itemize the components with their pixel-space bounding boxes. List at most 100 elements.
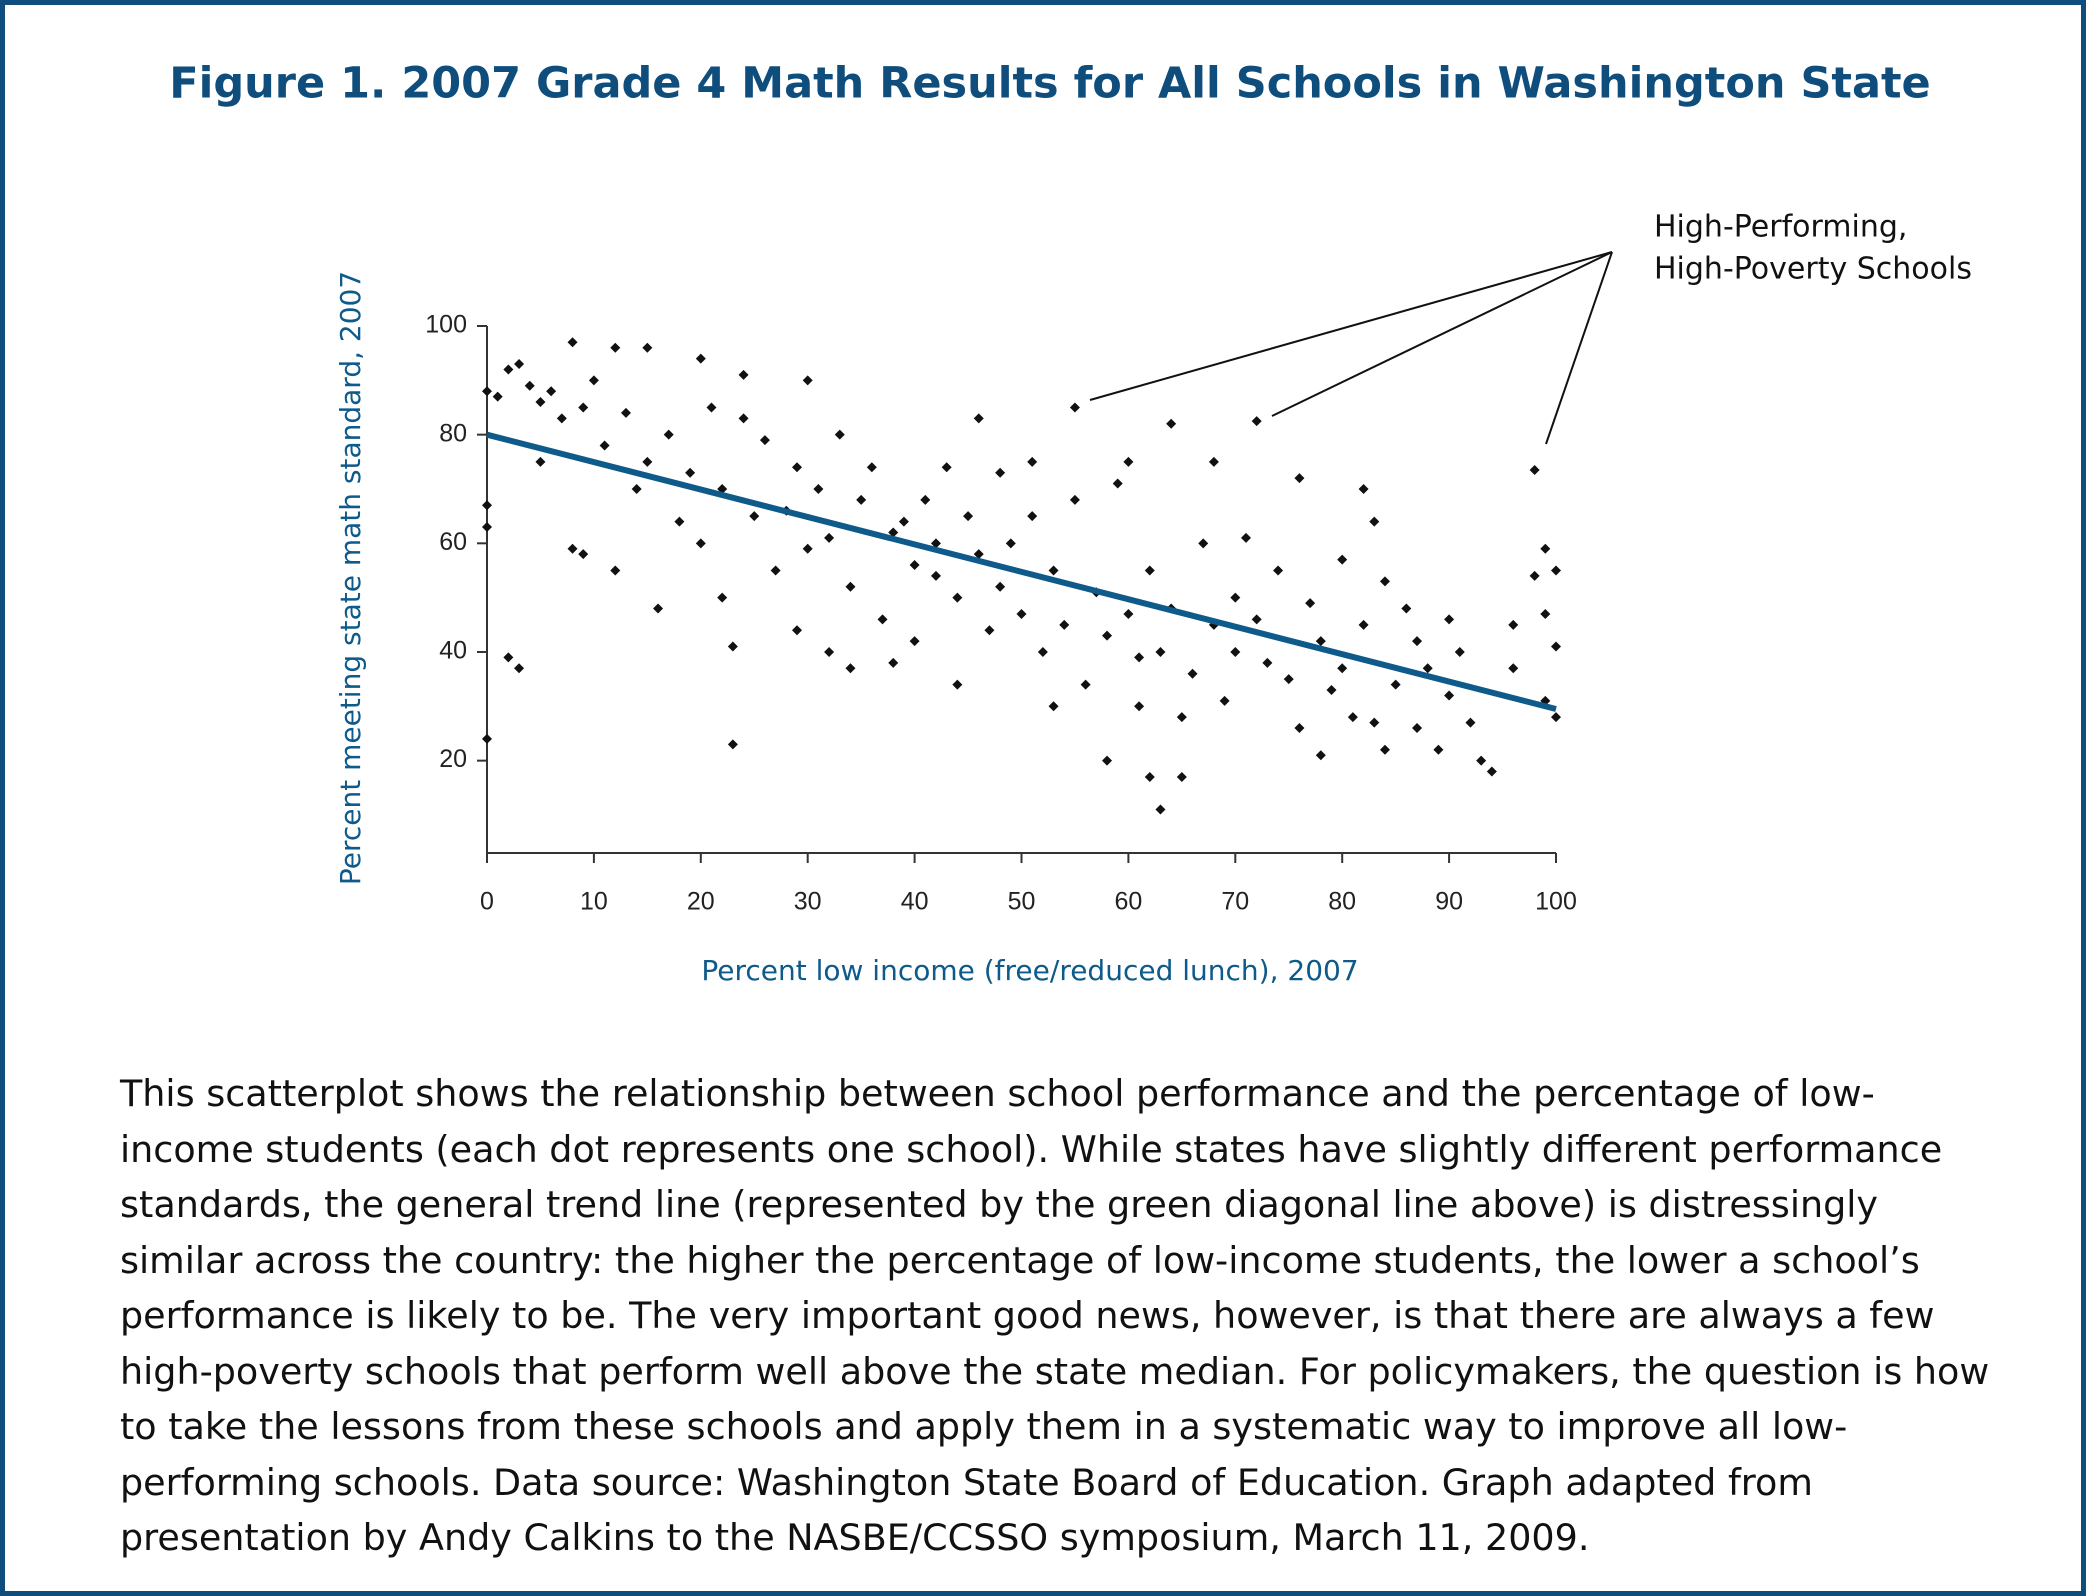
x-tick-label: 70: [1221, 888, 1249, 916]
data-point: [909, 636, 920, 647]
pointer-line: [1545, 251, 1613, 445]
data-point: [952, 592, 963, 603]
data-point: [567, 543, 578, 554]
data-point: [663, 429, 674, 440]
data-point: [503, 364, 514, 375]
data-point: [631, 483, 642, 494]
data-point: [1155, 646, 1166, 657]
data-point: [941, 462, 952, 473]
data-point: [1187, 668, 1198, 679]
data-point: [1027, 456, 1038, 467]
data-point: [1358, 483, 1369, 494]
data-point: [588, 375, 599, 386]
data-point: [1444, 614, 1455, 625]
data-point: [1390, 679, 1401, 690]
data-point: [759, 435, 770, 446]
data-point: [514, 663, 525, 674]
y-tick-label: 80: [439, 419, 467, 447]
chart: Figure 1. 2007 Grade 4 Math Results for …: [169, 59, 1972, 988]
y-axis-label: Percent meeting state math standard, 200…: [334, 271, 367, 885]
data-point: [824, 646, 835, 657]
data-point: [856, 494, 867, 505]
data-point: [1005, 538, 1016, 549]
data-point: [1315, 636, 1326, 647]
data-point: [1155, 804, 1166, 815]
data-point: [1326, 685, 1337, 696]
data-point: [834, 429, 845, 440]
data-point: [1465, 717, 1476, 728]
data-point: [930, 570, 941, 581]
data-point: [824, 532, 835, 543]
data-point: [1379, 744, 1390, 755]
x-axis-label: Percent low income (free/reduced lunch),…: [701, 954, 1358, 987]
data-point: [524, 380, 535, 391]
y-tick-label: 40: [439, 637, 467, 665]
data-point: [1251, 614, 1262, 625]
data-point: [877, 614, 888, 625]
data-point: [802, 375, 813, 386]
data-point: [792, 462, 803, 473]
data-point: [1412, 723, 1423, 734]
data-point: [674, 516, 685, 527]
chart-title: Figure 1. 2007 Grade 4 Math Results for …: [169, 59, 1930, 109]
data-point: [1219, 695, 1230, 706]
data-point: [770, 565, 781, 576]
data-point: [1176, 712, 1187, 723]
data-point: [1273, 565, 1284, 576]
x-tick-label: 10: [580, 888, 608, 916]
data-point: [1123, 456, 1134, 467]
data-point: [1305, 598, 1316, 609]
data-point: [1112, 478, 1123, 489]
data-point: [995, 467, 1006, 478]
data-point: [973, 413, 984, 424]
data-point: [1412, 636, 1423, 647]
data-point: [482, 386, 492, 397]
data-point: [1069, 402, 1080, 413]
data-point: [503, 652, 514, 663]
data-point: [866, 462, 877, 473]
x-tick-label: 90: [1435, 888, 1463, 916]
data-point: [1486, 766, 1497, 777]
data-point: [1240, 532, 1251, 543]
x-tick-label: 20: [687, 888, 715, 916]
data-point: [1166, 418, 1177, 429]
data-point: [1540, 608, 1551, 619]
data-point: [738, 369, 749, 380]
data-point: [930, 538, 941, 549]
data-point: [1144, 565, 1155, 576]
data-point: [1048, 701, 1059, 712]
data-point: [898, 516, 909, 527]
data-point: [706, 402, 717, 413]
data-point: [1059, 619, 1070, 630]
data-point: [610, 342, 621, 353]
data-point: [1134, 652, 1145, 663]
data-point: [1144, 771, 1155, 782]
data-point: [952, 679, 963, 690]
data-point: [909, 560, 920, 571]
data-point: [620, 407, 631, 418]
data-point: [653, 603, 664, 614]
data-point: [514, 359, 525, 370]
data-point: [1337, 663, 1348, 674]
data-point: [1102, 755, 1113, 766]
y-tick-label: 60: [439, 528, 467, 556]
data-point: [695, 353, 706, 364]
x-tick-label: 100: [1535, 888, 1577, 916]
data-point: [1551, 565, 1561, 576]
data-point: [482, 733, 492, 744]
data-point: [1369, 516, 1380, 527]
data-point: [845, 663, 856, 674]
data-point: [1444, 690, 1455, 701]
data-point: [1529, 570, 1540, 581]
x-tick-label: 50: [1008, 888, 1036, 916]
data-point: [1230, 646, 1241, 657]
data-point: [1433, 744, 1444, 755]
data-point: [1208, 456, 1219, 467]
data-point: [749, 511, 760, 522]
data-point: [738, 413, 749, 424]
annotation-pointers: [1089, 251, 1613, 445]
data-point: [1551, 641, 1561, 652]
data-point: [727, 739, 738, 750]
annotation-text: High-Poverty Schools: [1654, 252, 1972, 287]
